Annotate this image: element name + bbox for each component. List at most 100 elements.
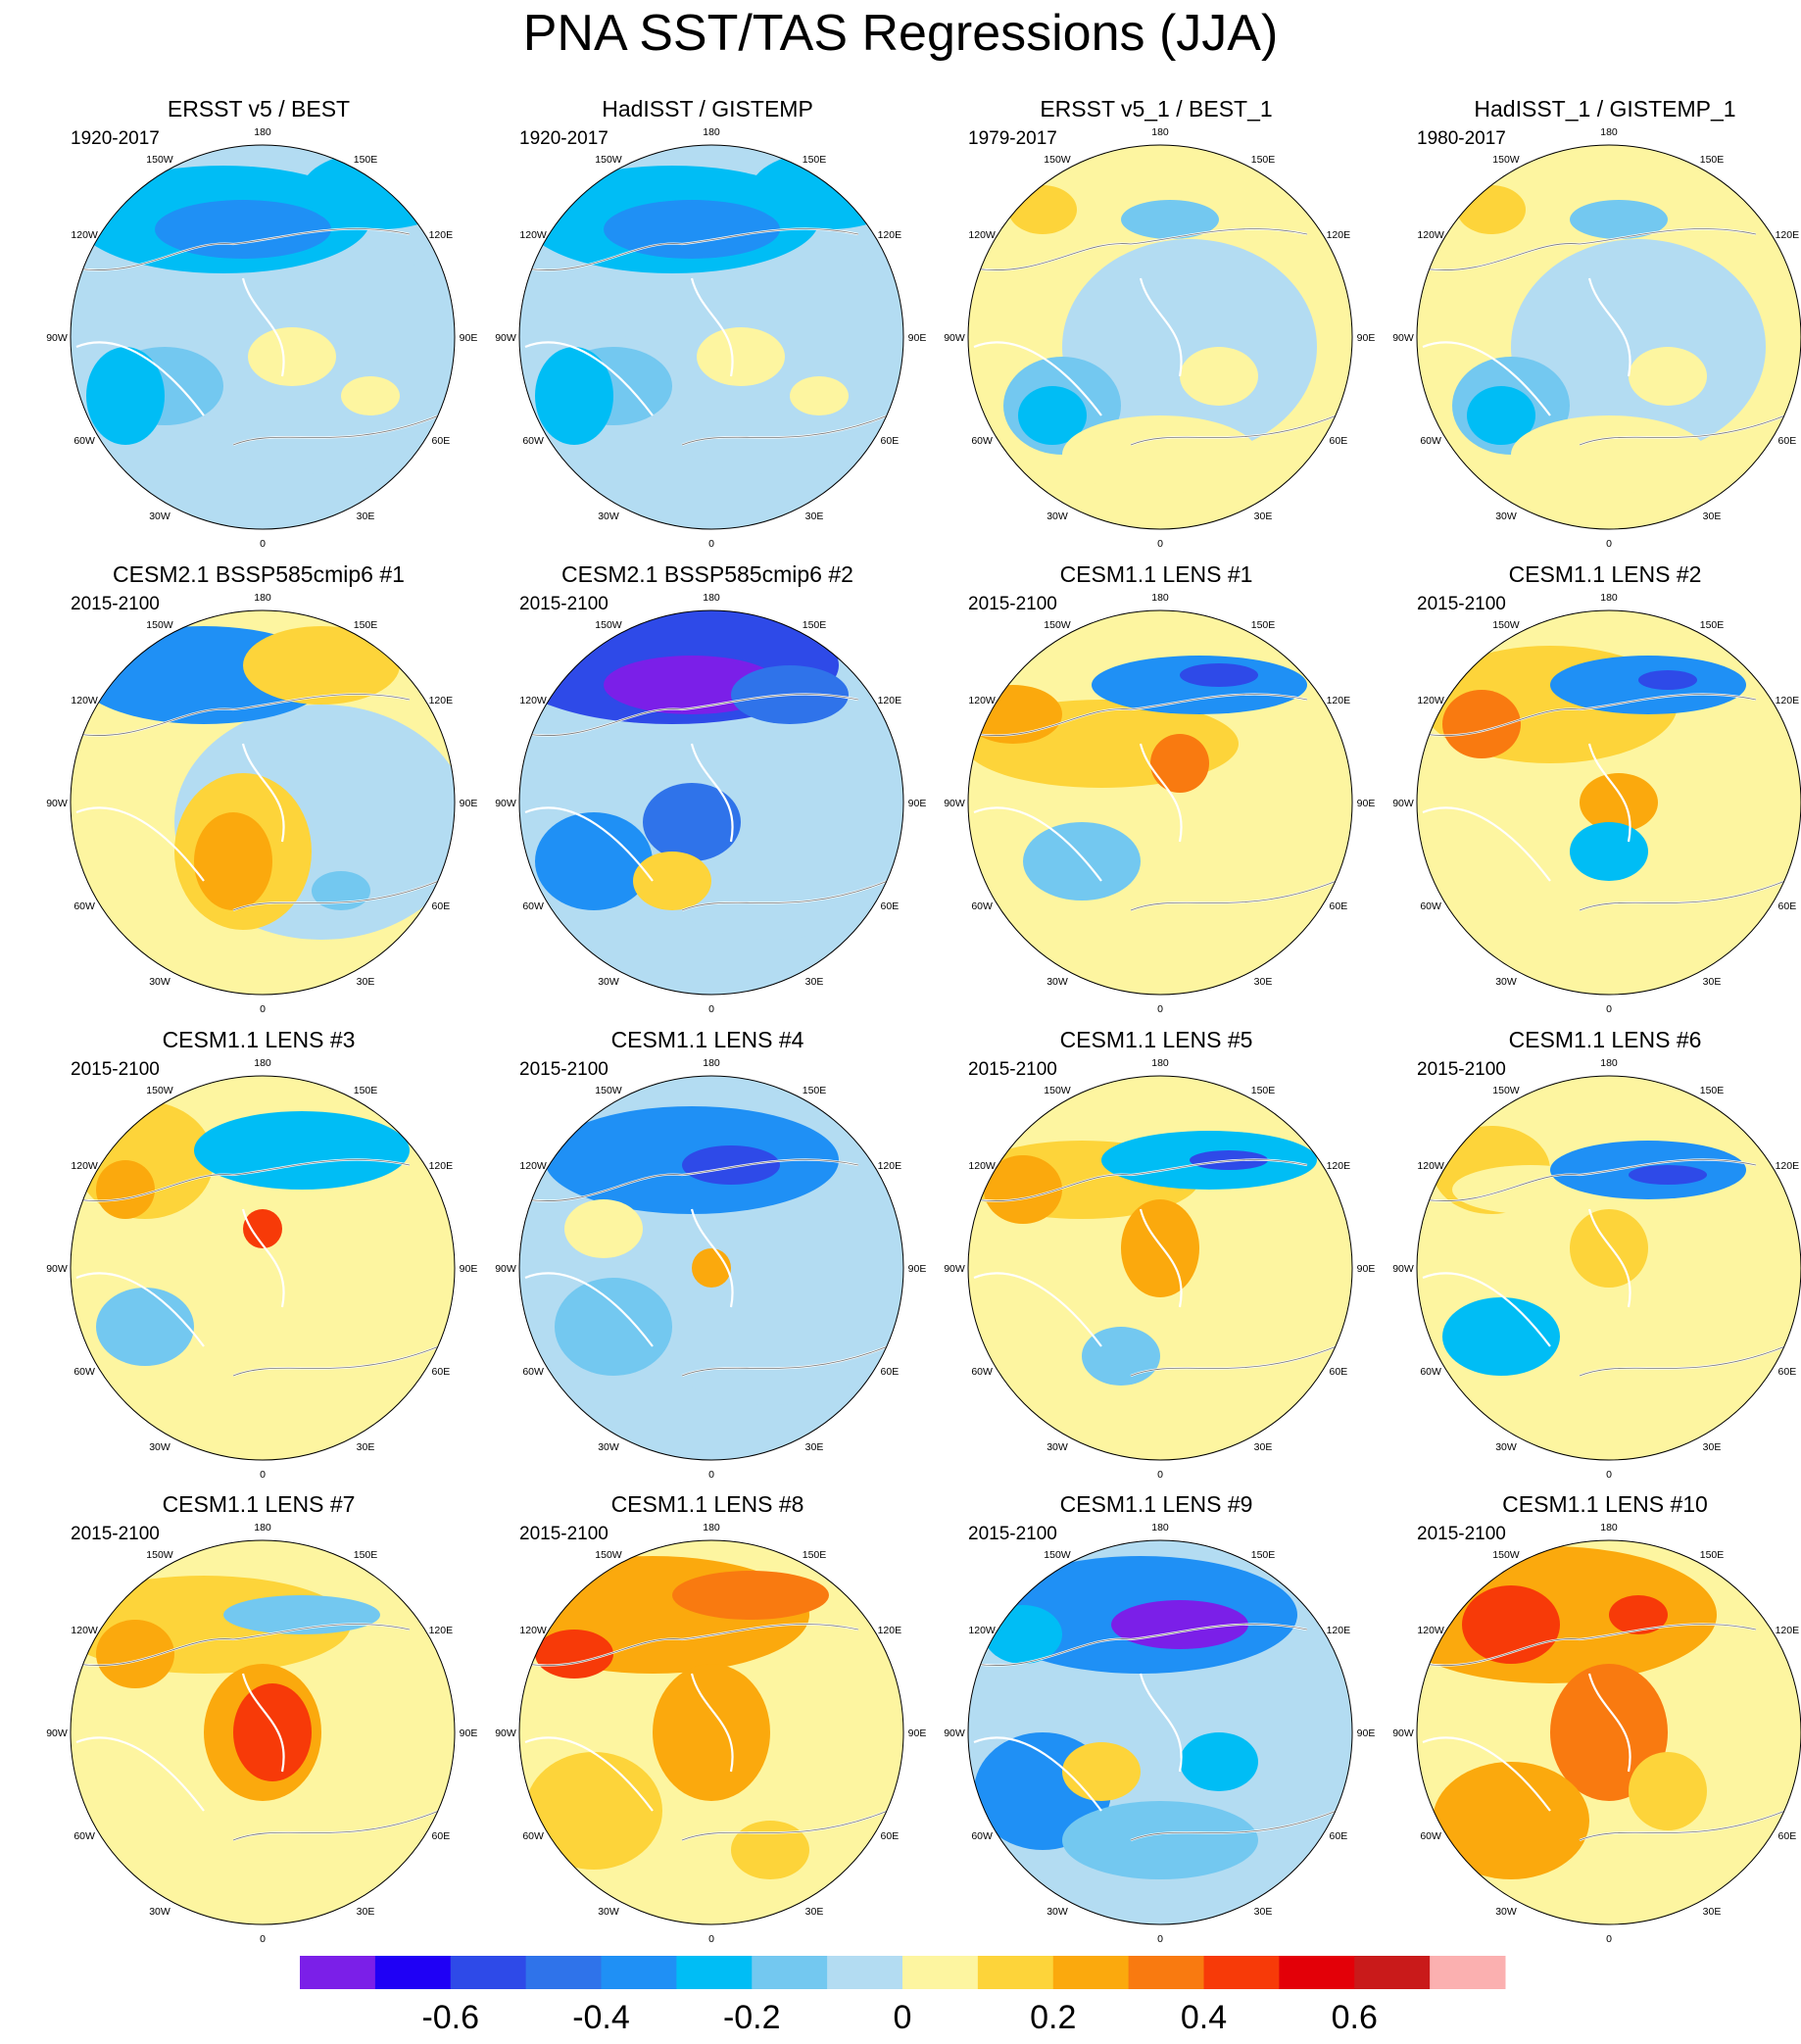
anomaly-contour [751,151,903,229]
anomaly-contour [1580,773,1658,832]
longitude-label-p150w: 150W [1492,1085,1520,1096]
longitude-label-p30e: 30E [357,1906,375,1918]
longitude-label-p120w: 120W [1417,1625,1444,1636]
longitude-label-p30e: 30E [805,976,824,988]
longitude-label-p30w: 30W [598,511,619,522]
longitude-label-p150w: 150W [1044,154,1071,166]
anomaly-contour [1018,386,1087,445]
longitude-label-p150e: 150E [1251,154,1276,166]
longitude-label-top: 180 [254,1057,271,1069]
longitude-label-p90e: 90E [1357,1728,1376,1739]
anomaly-contour [697,327,785,386]
longitude-label-p120w: 120W [519,1160,547,1172]
longitude-label-p60w: 60W [1420,1366,1441,1378]
longitude-label-p120w: 120W [71,695,98,706]
longitude-label-p60w: 60W [971,1830,993,1842]
longitude-label-p30w: 30W [598,1906,619,1918]
longitude-label-p30e: 30E [1703,976,1722,988]
longitude-label-p150w: 150W [146,154,173,166]
longitude-label-p30w: 30W [1047,976,1068,988]
longitude-label-p150w: 150W [595,154,622,166]
longitude-label-p30w: 30W [149,976,170,988]
anomaly-contour [1433,1762,1589,1879]
panel-period: 2015-2100 [968,1059,1057,1080]
longitude-label-p90w: 90W [46,1263,68,1275]
panel-title: HadISST_1 / GISTEMP_1 [1474,96,1736,122]
anomaly-contour [233,1683,312,1781]
map-boundary [967,609,1353,996]
panel-title: HadISST / GISTEMP [602,96,813,122]
anomaly-contour [1170,822,1268,900]
longitude-label-p60w: 60W [73,900,95,912]
longitude-label-bottom: 0 [1157,538,1163,550]
map-boundary [70,609,456,996]
longitude-label-p30e: 30E [357,976,375,988]
coastline [973,1624,1338,1841]
longitude-label-p90e: 90E [908,1263,927,1275]
longitude-label-top: 180 [254,126,271,138]
coastline [524,1624,889,1841]
anomaly-contour [535,1630,613,1679]
anomaly-contour [790,376,849,415]
longitude-label-p120w: 120W [968,695,996,706]
longitude-label-p150e: 150E [354,1549,378,1561]
longitude-label-p120w: 120W [968,1160,996,1172]
longitude-label-p90w: 90W [46,1728,68,1739]
anomaly-contour [1570,1209,1648,1288]
anomaly-contour [682,1145,780,1185]
longitude-label-p60e: 60E [1778,1830,1797,1842]
longitude-label-p120w: 120W [968,229,996,241]
panel-period: 1920-2017 [71,128,160,149]
panel-period: 2015-2100 [519,1059,608,1080]
coastline [75,228,440,446]
longitude-label-p120e: 120E [1776,1160,1800,1172]
coastline [524,228,889,446]
coastline [1422,228,1786,446]
anomaly-contour [1062,415,1258,494]
coastline [1422,694,1786,911]
longitude-label-p30w: 30W [1495,1906,1517,1918]
anomaly-contour [1180,347,1258,406]
longitude-label-top: 180 [1600,126,1618,138]
longitude-label-p120e: 120E [1327,695,1351,706]
longitude-label-bottom: 0 [260,1933,266,1945]
map-panel: 180 150E 120E 90E 60E 30E 0 30W 60W 90W 120W 150W Ha… [482,94,933,555]
map-panel: 180150E120E90E60E30E030W60W90W120W150WCE… [1380,1025,1801,1485]
longitude-label-bottom: 0 [1157,1003,1163,1015]
map-boundary [967,1539,1353,1925]
longitude-label-p120w: 120W [1417,1160,1444,1172]
longitude-label-top: 180 [254,592,271,604]
longitude-label-p60e: 60E [432,1366,451,1378]
panel-title: CESM1.1 LENS #10 [1502,1491,1708,1517]
anomaly-contour [535,812,653,910]
longitude-label-p60w: 60W [73,1830,95,1842]
anomaly-field [1511,239,1766,455]
panel-title: CESM1.1 LENS #3 [162,1027,356,1052]
longitude-label-p30e: 30E [1254,511,1273,522]
longitude-label-p120e: 120E [429,1160,454,1172]
panel-period: 2015-2100 [519,594,608,614]
longitude-label-p90w: 90W [1392,332,1414,344]
longitude-label-p30e: 30E [357,511,375,522]
longitude-label-p90e: 90E [908,332,927,344]
longitude-label-p90w: 90W [495,1728,516,1739]
longitude-label-p90e: 90E [460,1728,478,1739]
longitude-label-bottom: 0 [1606,538,1612,550]
longitude-label-p120w: 120W [1417,229,1444,241]
longitude-label-p90w: 90W [1392,798,1414,809]
longitude-label-bottom: 0 [708,538,714,550]
map-boundary [70,144,456,530]
longitude-label-p60w: 60W [522,1366,544,1378]
coastline [973,694,1338,911]
figure-title: PNA SST/TAS Regressions (JJA) [522,5,1279,62]
anomaly-contour [1062,1801,1258,1879]
anomaly-contour [1452,852,1570,930]
anomaly-contour [525,1752,662,1870]
